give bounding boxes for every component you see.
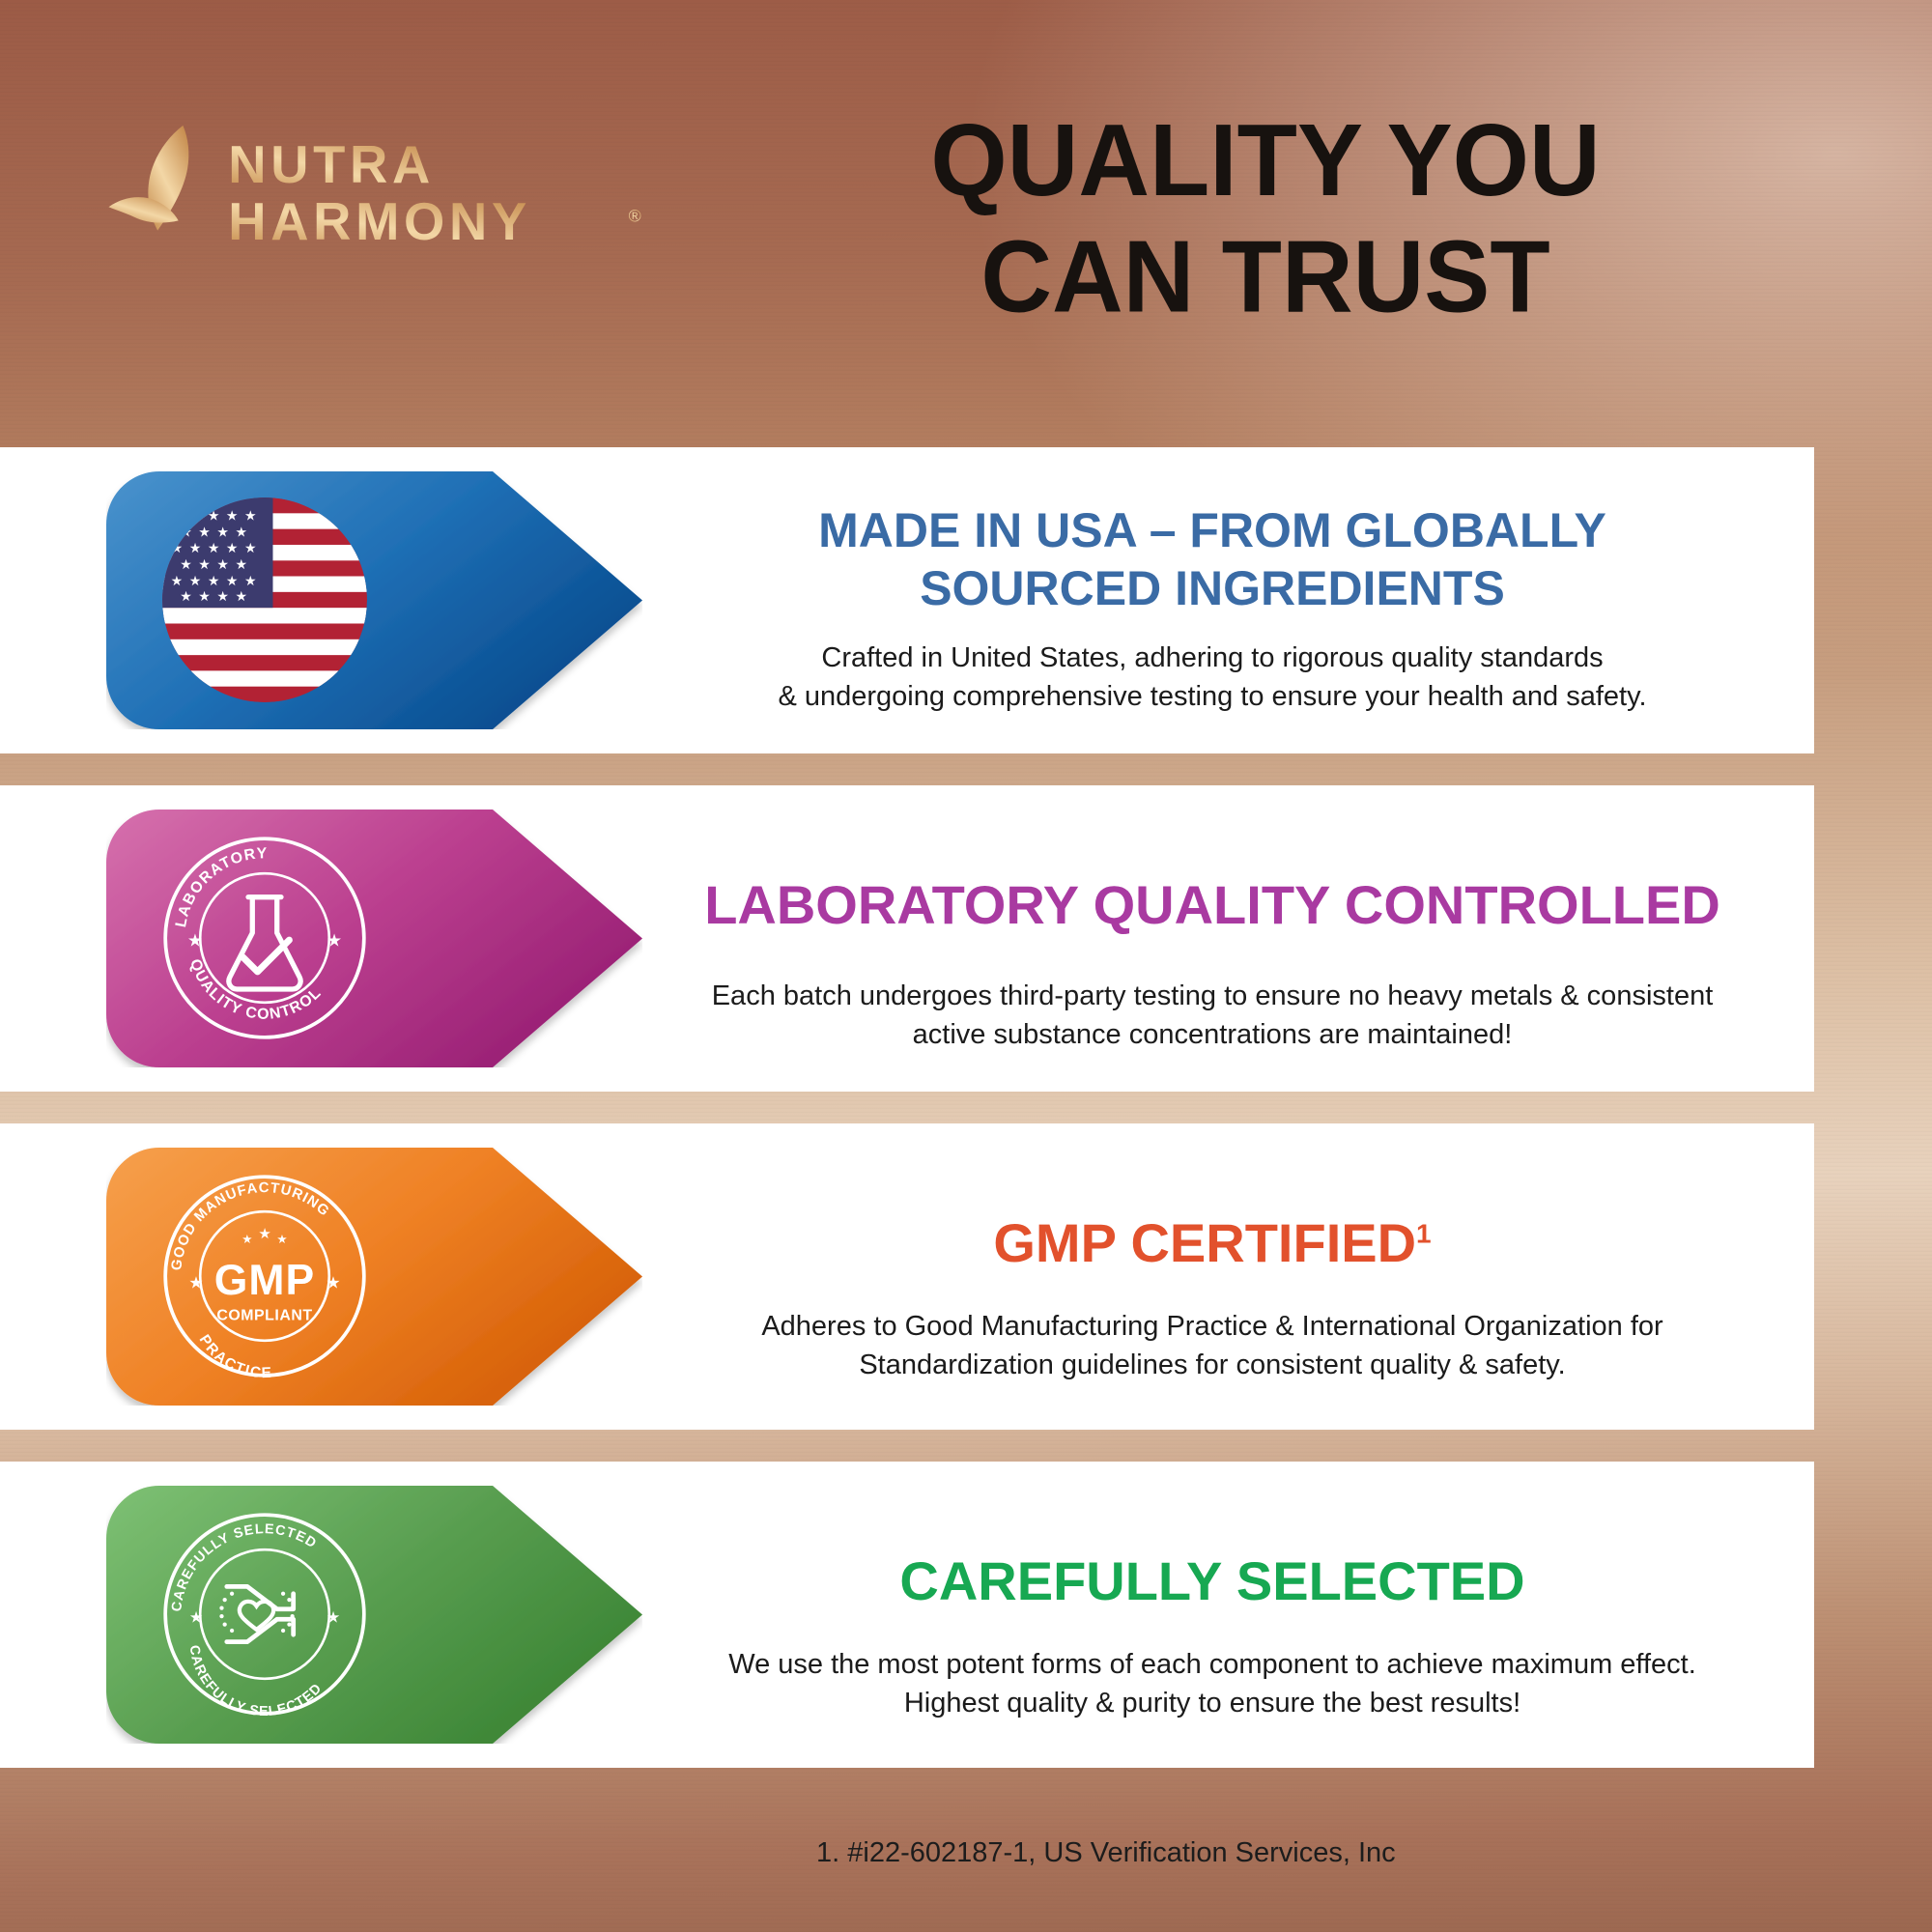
svg-text:★: ★ xyxy=(189,1609,203,1626)
svg-text:®: ® xyxy=(629,206,641,225)
svg-text:★: ★ xyxy=(242,1232,252,1246)
svg-text:★: ★ xyxy=(216,525,228,539)
svg-text:★: ★ xyxy=(189,574,201,588)
svg-text:★: ★ xyxy=(276,1232,287,1246)
svg-text:HARMONY: HARMONY xyxy=(228,192,531,251)
svg-text:★: ★ xyxy=(208,541,219,555)
svg-text:★: ★ xyxy=(198,557,210,572)
svg-text:★: ★ xyxy=(244,541,256,555)
svg-text:GMP: GMP xyxy=(214,1257,316,1304)
svg-text:★: ★ xyxy=(180,557,191,572)
svg-text:NUTRA: NUTRA xyxy=(228,135,435,194)
svg-text:★: ★ xyxy=(171,574,183,588)
svg-text:★: ★ xyxy=(187,930,203,950)
svg-text:★: ★ xyxy=(327,1609,340,1626)
svg-text:★: ★ xyxy=(226,541,238,555)
svg-text:★: ★ xyxy=(208,574,219,588)
svg-text:COMPLIANT: COMPLIANT xyxy=(216,1308,312,1324)
svg-text:★: ★ xyxy=(226,574,238,588)
svg-text:★: ★ xyxy=(326,1274,340,1293)
svg-text:★: ★ xyxy=(189,541,201,555)
svg-text:★: ★ xyxy=(235,525,246,539)
svg-text:★: ★ xyxy=(216,589,228,604)
svg-text:★: ★ xyxy=(216,557,228,572)
svg-text:★: ★ xyxy=(198,589,210,604)
svg-text:★: ★ xyxy=(244,508,256,523)
svg-text:★: ★ xyxy=(180,589,191,604)
svg-text:★: ★ xyxy=(258,1227,270,1242)
svg-text:★: ★ xyxy=(327,930,342,950)
svg-text:★: ★ xyxy=(235,557,246,572)
svg-text:★: ★ xyxy=(188,1274,203,1293)
svg-text:★: ★ xyxy=(235,589,246,604)
svg-text:★: ★ xyxy=(244,574,256,588)
svg-text:★: ★ xyxy=(198,525,210,539)
svg-text:★: ★ xyxy=(226,508,238,523)
